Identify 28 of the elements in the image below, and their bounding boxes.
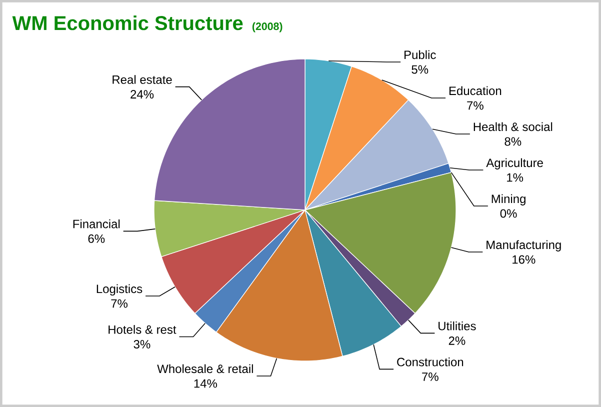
chart-title: WM Economic Structure	[12, 16, 243, 30]
slice-label: Hotels & rest	[108, 325, 176, 334]
data-label: 8%	[504, 137, 522, 146]
text: 0%	[500, 209, 517, 218]
data-label: 14%	[194, 379, 218, 388]
slice-label: Manufacturing	[486, 240, 561, 252]
slice-label: Utilities	[438, 321, 476, 330]
data-label: 2%	[448, 336, 466, 345]
slice-label: Education	[449, 86, 502, 96]
data-label: 5%	[412, 65, 428, 74]
data-label: 3%	[134, 340, 150, 349]
data-label: 7%	[467, 101, 484, 110]
data-label: 1%	[507, 173, 524, 182]
data-label: 7%	[111, 299, 128, 308]
slice-label: Construction	[397, 357, 464, 366]
chart-subtitle: (2008)	[252, 22, 282, 32]
slice-label: Wholesale & retail	[157, 364, 253, 374]
data-label: 16%	[512, 255, 536, 264]
slice-label: Logistics	[96, 284, 142, 296]
slice-label: Health & social	[474, 122, 552, 132]
data-label: 24%	[130, 90, 154, 99]
category-label: Mining	[492, 194, 526, 206]
slice-label: Public	[404, 50, 436, 60]
slice-label: Real estate	[112, 75, 172, 84]
slice-label: Agriculture	[486, 158, 543, 170]
slice-label: Financial	[73, 219, 120, 228]
data-label: 6%	[88, 234, 105, 243]
data-label: 7%	[422, 372, 438, 381]
